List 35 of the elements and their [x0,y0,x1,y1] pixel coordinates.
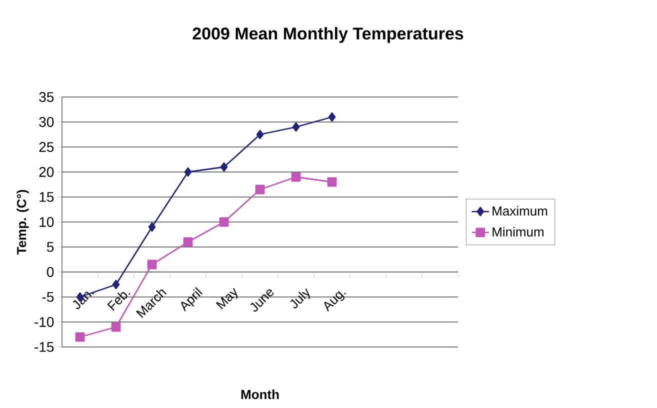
x-tick-label: May [216,288,238,310]
point [328,112,336,122]
y-tick-label: 5 [46,242,54,252]
point [183,237,193,247]
legend-label: Maximum [492,206,548,216]
point [291,172,301,182]
y-tick-label: -15 [34,342,54,352]
y-axis-title: Temp. (C°) [16,190,29,255]
point [184,167,192,177]
legend-label: Minimum [492,226,544,237]
point [75,332,85,342]
y-tick-label: 30 [39,117,54,127]
y-tick-label: 15 [40,192,54,202]
point [147,260,157,270]
x-tick-label: July [290,288,310,308]
x-tick-label: Aug. [324,291,346,312]
x-tick-label: Feb. [107,292,130,311]
point [327,177,337,187]
y-tick-label: 25 [39,142,54,152]
y-tick-label: 20 [39,167,54,177]
y-tick-label: -5 [42,292,54,302]
chart-title: 2009 Mean Monthly Temperatures [192,27,464,43]
y-tick-label: 10 [40,217,54,227]
point [112,280,120,290]
point [292,122,300,132]
y-tick-label: -10 [34,317,54,327]
point [148,222,156,232]
y-tick-label: 35 [39,92,54,102]
point [219,217,229,227]
point [256,130,264,140]
point [220,162,228,172]
point [255,184,265,194]
x-axis-title: Month [241,390,279,400]
point [111,322,121,332]
y-tick-label: 0 [46,267,54,277]
